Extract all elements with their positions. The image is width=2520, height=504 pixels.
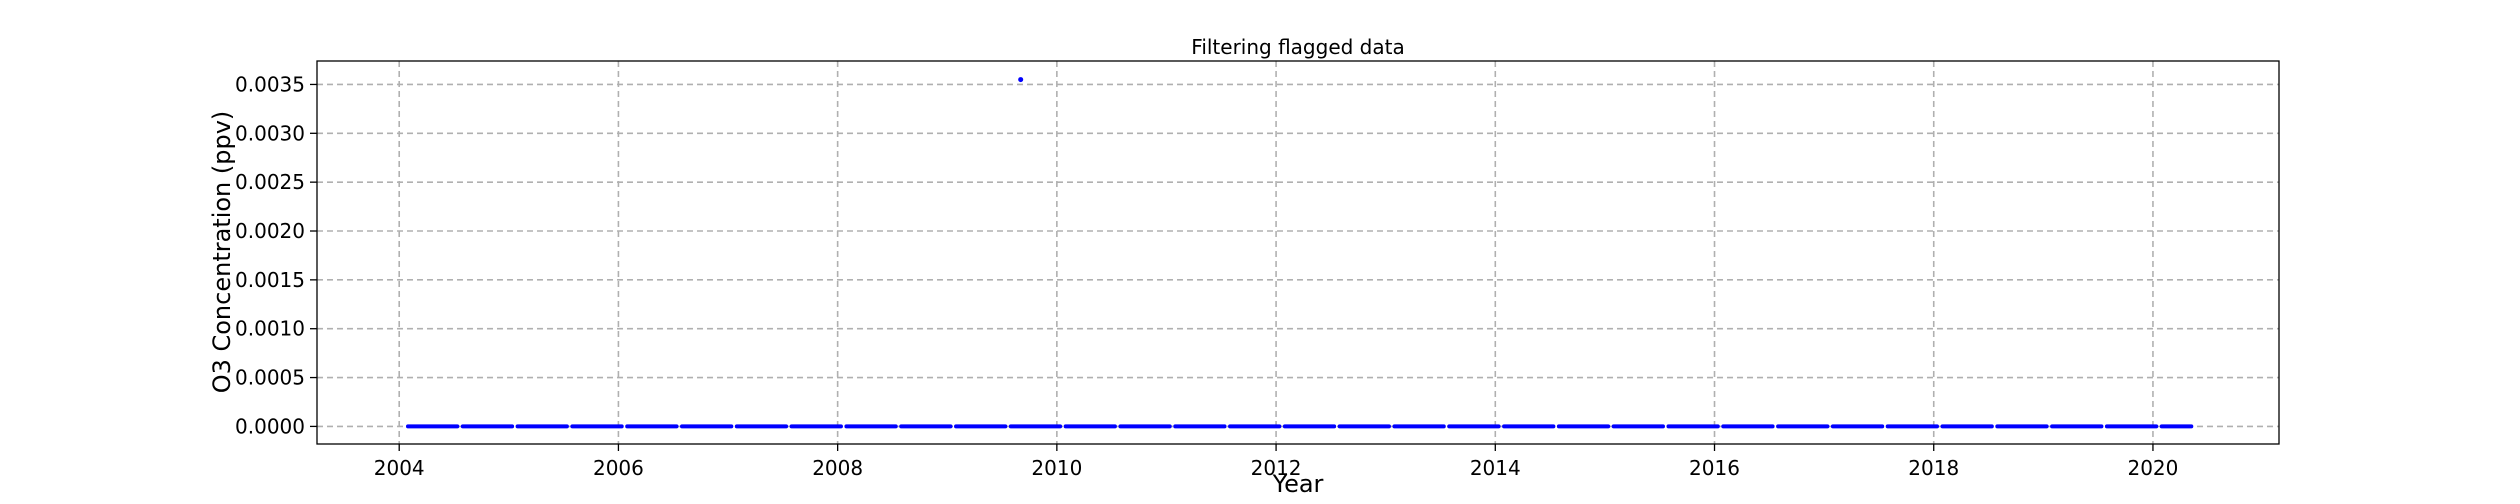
y-axis-label: O3 Concentration (ppv)	[208, 111, 236, 394]
ticks: 2004 2006 2008 2010 2012 2014 2016 2018 2020 0.00…	[235, 72, 2178, 480]
x-axis-label: Year	[1272, 470, 1324, 498]
y-tick-label: 0.0020	[235, 219, 305, 243]
y-tick-label: 0.0035	[235, 72, 305, 96]
x-tick-label: 2020	[2127, 456, 2178, 480]
x-tick-label: 2010	[1031, 456, 1082, 480]
y-tick-label: 0.0000	[235, 414, 305, 438]
plot-frame	[316, 60, 2280, 445]
chart-title: Filtering flagged data	[1191, 35, 1404, 59]
x-tick-label: 2004	[374, 456, 425, 480]
x-tick-label: 2008	[812, 456, 863, 480]
y-tick-label: 0.0030	[235, 121, 305, 145]
x-tick-label: 2016	[1689, 456, 1740, 480]
x-tick-label: 2014	[1470, 456, 1521, 480]
x-tick-label: 2018	[1908, 456, 1959, 480]
y-tick-label: 0.0015	[235, 268, 305, 292]
x-tick-label: 2012	[1251, 456, 1302, 480]
y-tick-label: 0.0005	[235, 366, 305, 390]
y-tick-label: 0.0010	[235, 317, 305, 341]
grid	[317, 61, 2279, 444]
outlier-point	[1018, 77, 1024, 83]
data-series	[405, 77, 2194, 429]
y-tick-label: 0.0025	[235, 170, 305, 194]
x-tick-label: 2006	[593, 456, 644, 480]
